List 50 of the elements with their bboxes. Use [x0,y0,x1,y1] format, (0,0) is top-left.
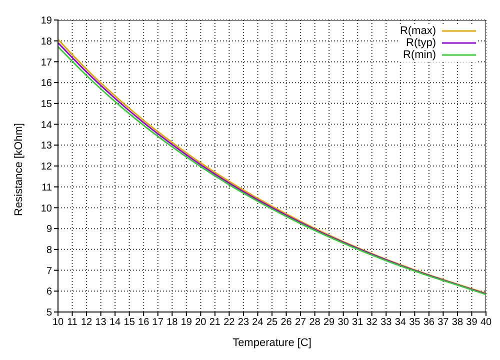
y-tick-label: 10 [40,203,52,214]
legend-label: R(typ) [406,37,436,49]
x-tick-label: 29 [324,317,336,328]
x-tick-label: 26 [280,317,292,328]
x-tick-label: 34 [394,317,406,328]
y-tick-label: 5 [46,308,52,319]
x-tick-label: 17 [152,317,164,328]
x-tick-label: 24 [252,317,264,328]
y-tick-label: 13 [40,140,52,152]
y-tick-label: 15 [40,98,52,110]
y-tick-label: 19 [40,16,52,27]
y-tick-label: 11 [42,182,52,194]
x-tick-label: 12 [80,317,93,328]
y-axis-title: Resistance [kOhm] [12,123,25,216]
y-tick-label: 8 [46,244,52,256]
y-tick-label: 12 [40,162,52,173]
x-tick-label: 14 [110,317,122,328]
x-tick-label: 23 [238,317,250,328]
x-tick-label: 32 [366,317,378,328]
x-tick-label: 37 [438,317,450,328]
x-tick-label: 31 [352,317,364,328]
x-tick-label: 21 [209,317,221,328]
x-tick-label: 36 [423,317,435,328]
x-tick-label: 33 [380,317,392,328]
x-axis-title: Temperature [C] [232,337,312,349]
x-tick-label: 38 [452,317,464,328]
x-tick-label: 19 [180,317,192,328]
x-tick-label: 30 [338,317,350,328]
x-tick-label: 35 [409,317,421,328]
x-tick-label: 39 [466,317,478,328]
x-tick-label: 13 [95,317,107,328]
y-tick-label: 17 [40,57,52,68]
legend-label: R(min) [403,49,436,61]
y-tick-label: 6 [46,286,52,298]
y-tick-label: 14 [40,120,52,131]
x-tick-label: 22 [224,317,236,328]
x-tick-label: 11 [67,317,78,328]
x-tick-label: 16 [138,317,150,328]
y-tick-label: 7 [46,266,52,277]
x-tick-label: 18 [166,317,178,328]
legend-label: R(max) [400,25,436,37]
x-tick-label: 28 [309,317,321,328]
x-tick-label: 25 [266,317,278,328]
y-tick-label: 9 [46,224,52,236]
x-tick-label: 20 [195,317,207,328]
x-tick-label: 27 [294,317,307,328]
x-tick-label: 15 [124,317,136,328]
y-tick-label: 18 [40,36,52,48]
y-tick-label: 16 [40,78,52,90]
x-tick-label: 40 [480,317,492,328]
